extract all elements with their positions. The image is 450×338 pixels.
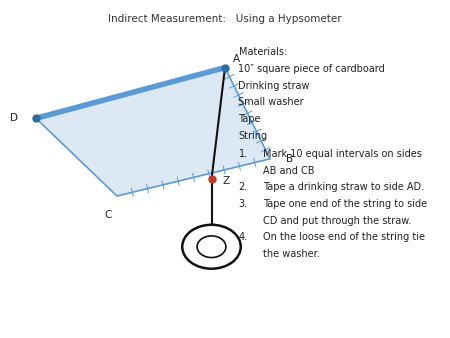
Text: Materials:: Materials: bbox=[238, 47, 287, 57]
Text: Mark 10 equal intervals on sides: Mark 10 equal intervals on sides bbox=[263, 149, 422, 159]
Text: 1.: 1. bbox=[238, 149, 248, 159]
Text: B: B bbox=[286, 154, 293, 164]
Text: Small washer: Small washer bbox=[238, 97, 304, 107]
Polygon shape bbox=[36, 68, 270, 196]
Text: Tape one end of the string to side: Tape one end of the string to side bbox=[263, 199, 428, 209]
Text: the washer.: the washer. bbox=[263, 249, 320, 259]
Circle shape bbox=[197, 236, 226, 258]
Text: 10″ square piece of cardboard: 10″ square piece of cardboard bbox=[238, 64, 385, 74]
Text: 2.: 2. bbox=[238, 182, 248, 192]
Text: String: String bbox=[238, 131, 268, 141]
Text: CD and put through the straw.: CD and put through the straw. bbox=[263, 216, 412, 226]
Text: AB and CB: AB and CB bbox=[263, 166, 315, 176]
Text: 4.: 4. bbox=[238, 232, 248, 242]
Text: Indirect Measurement:   Using a Hypsometer: Indirect Measurement: Using a Hypsometer bbox=[108, 14, 342, 24]
Text: On the loose end of the string tie: On the loose end of the string tie bbox=[263, 232, 425, 242]
Text: Tape a drinking straw to side AD.: Tape a drinking straw to side AD. bbox=[263, 182, 424, 192]
Circle shape bbox=[182, 225, 241, 269]
Text: Drinking straw: Drinking straw bbox=[238, 81, 310, 91]
Text: Z: Z bbox=[223, 176, 230, 186]
Text: C: C bbox=[104, 210, 112, 220]
Text: D: D bbox=[10, 113, 18, 123]
Text: 3.: 3. bbox=[238, 199, 248, 209]
Text: A: A bbox=[233, 54, 240, 64]
Text: Tape: Tape bbox=[238, 114, 261, 124]
